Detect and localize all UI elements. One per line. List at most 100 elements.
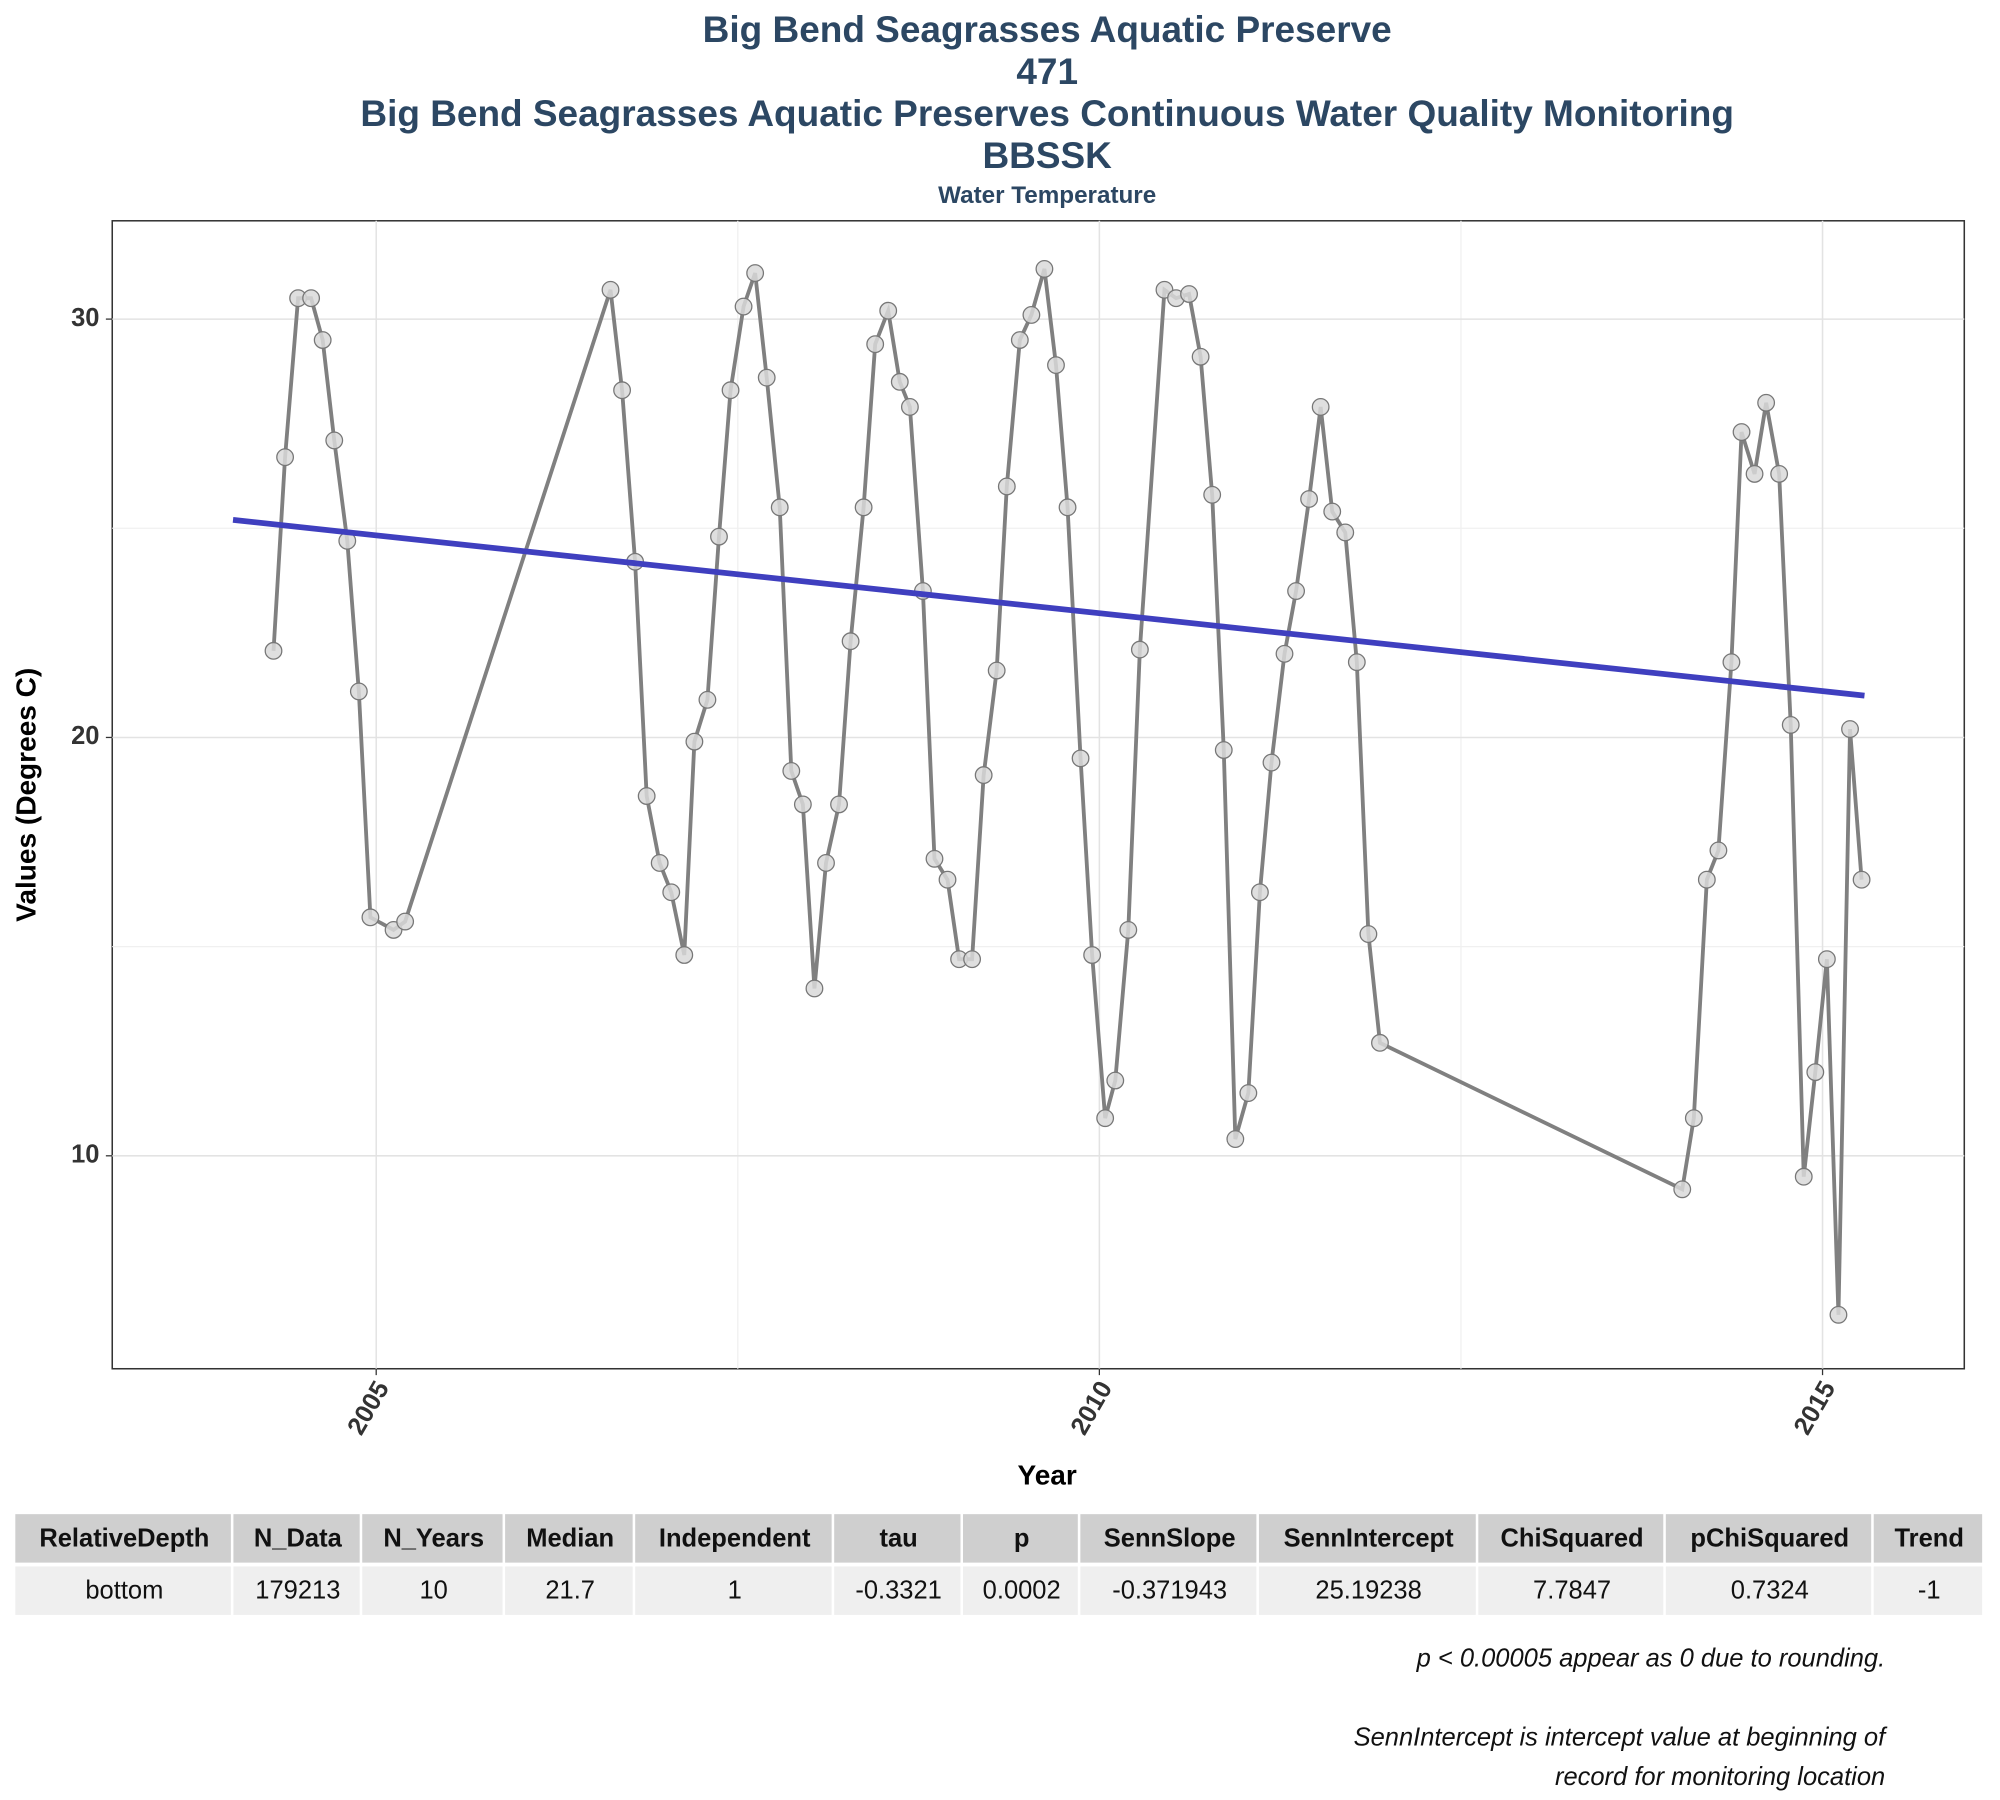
- table-header-cell: [963, 1514, 1078, 1563]
- table-header: ChiSquared: [1501, 1524, 1644, 1552]
- data-point: [613, 381, 632, 400]
- data-point: [1829, 1305, 1848, 1324]
- table-header: SennIntercept: [1284, 1524, 1455, 1552]
- note: record for monitoring location: [1555, 1763, 1885, 1791]
- data-point: [1214, 741, 1233, 759]
- data-point: [710, 527, 728, 546]
- data-point: [1287, 582, 1306, 600]
- data-point: [1770, 464, 1789, 483]
- table-cell: [233, 1566, 360, 1615]
- data-point: [1673, 1180, 1692, 1199]
- data-point: [997, 477, 1016, 496]
- table-header-cell: [1478, 1514, 1664, 1563]
- data-point: [1347, 653, 1366, 672]
- data-point: [1180, 285, 1198, 303]
- data-point: [1371, 1033, 1389, 1052]
- table-header-cell: [233, 1514, 360, 1563]
- data-point: [675, 946, 694, 964]
- table-header: N_Years: [383, 1524, 484, 1552]
- data-point: [1191, 347, 1210, 366]
- trend-line: [232, 517, 1865, 699]
- data-point: [1226, 1130, 1245, 1149]
- y-tick-label: 20: [71, 722, 99, 750]
- data-point: [1684, 1109, 1703, 1128]
- data-point: [637, 787, 656, 805]
- data-point: [890, 372, 909, 391]
- data-point: [1806, 1063, 1825, 1082]
- x-tick-label: 2015: [1789, 1376, 1842, 1439]
- data-point: [1106, 1071, 1125, 1090]
- data-point: [601, 280, 620, 299]
- data-point: [1817, 950, 1836, 969]
- data-point: [938, 870, 957, 889]
- table-cell: [505, 1566, 633, 1615]
- y-tick-label: 30: [71, 304, 99, 332]
- table-cell-text: bottom: [85, 1577, 163, 1605]
- data-point: [698, 690, 717, 709]
- table-header-cell: [1258, 1514, 1476, 1563]
- data-point: [805, 979, 824, 998]
- table-cell-text: 21.7: [545, 1577, 595, 1605]
- x-tick-label: 2005: [342, 1376, 395, 1439]
- data-point: [396, 912, 415, 931]
- table-header-cell: [15, 1514, 231, 1563]
- table-header: pChiSquared: [1690, 1524, 1849, 1552]
- data-point: [925, 849, 944, 868]
- data-point: [817, 854, 835, 872]
- data-point: [963, 950, 982, 969]
- data-point: [1275, 644, 1294, 663]
- data-point: [1300, 490, 1319, 508]
- table-cell-text: 1: [728, 1577, 742, 1605]
- table-header-cell: [1080, 1514, 1257, 1563]
- table-cell-text: -1: [1918, 1577, 1941, 1605]
- data-point: [987, 661, 1006, 680]
- chart-title: BBSSK: [982, 135, 1112, 176]
- data-point: [1722, 653, 1741, 672]
- table-cell-text: 7.7847: [1533, 1577, 1611, 1605]
- table-header-cell: [635, 1514, 832, 1563]
- table-header-cell: [1665, 1514, 1872, 1563]
- data-point: [1323, 502, 1342, 521]
- data-point: [974, 766, 993, 785]
- table-cell-text: -0.371943: [1112, 1577, 1227, 1605]
- table-header: SennSlope: [1104, 1524, 1236, 1552]
- data-point: [746, 264, 765, 283]
- table-cell: [1258, 1566, 1476, 1615]
- table-cell-text: -0.3321: [855, 1577, 941, 1605]
- data-point: [1250, 883, 1269, 902]
- data-point: [361, 908, 380, 927]
- data-point: [662, 883, 681, 902]
- table-cell: [834, 1566, 961, 1615]
- data-point: [900, 398, 919, 416]
- x-axis-label: Year: [1018, 1460, 1077, 1491]
- table-header: Independent: [659, 1524, 811, 1552]
- data-point: [1239, 1084, 1258, 1102]
- data-point: [1794, 1167, 1813, 1186]
- table-cell: [1665, 1566, 1872, 1615]
- data-point: [1203, 485, 1222, 504]
- data-point: [782, 761, 801, 780]
- data-point: [685, 732, 704, 751]
- table-cell: [963, 1566, 1078, 1615]
- chart-title: Big Bend Seagrasses Aquatic Preserves Co…: [360, 93, 1734, 134]
- chart-title: Big Bend Seagrasses Aquatic Preserve: [703, 9, 1392, 50]
- data-point: [1757, 393, 1776, 412]
- data-point: [1130, 640, 1149, 659]
- chart-subtitle: Water Temperature: [938, 182, 1156, 209]
- data-point: [1359, 925, 1378, 944]
- data-point: [1852, 870, 1871, 889]
- note: SennIntercept is intercept value at begi…: [1354, 1723, 1889, 1751]
- data-point: [264, 641, 283, 660]
- data-point: [1119, 920, 1138, 939]
- table-cell-text: 0.0002: [983, 1577, 1061, 1605]
- data-point: [325, 431, 344, 450]
- table-cell: [635, 1566, 832, 1615]
- data-point: [770, 498, 789, 517]
- data-point: [1096, 1109, 1115, 1128]
- table-cell-text: 0.7324: [1731, 1577, 1809, 1605]
- data-point: [650, 854, 669, 872]
- table-header: Median: [526, 1524, 614, 1552]
- data-point: [1035, 259, 1054, 278]
- table-cell: [1873, 1566, 1983, 1615]
